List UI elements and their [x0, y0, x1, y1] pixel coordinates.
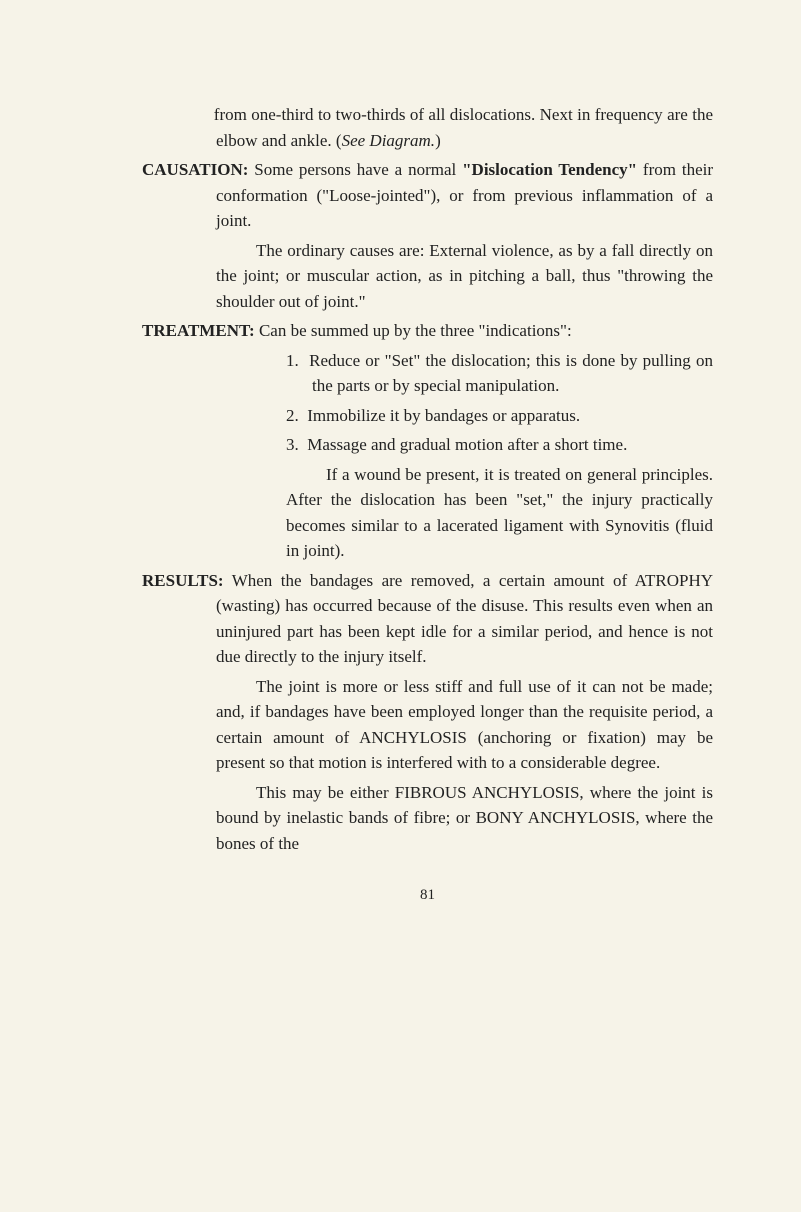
list-num-2: 2. — [286, 406, 299, 425]
list-item-3: 3. Massage and gradual motion after a sh… — [142, 432, 713, 458]
results-p2-text: The joint is more or less stiff and full… — [216, 677, 713, 773]
paragraph-results-3: This may be either FIBROUS ANCHYLOSIS, w… — [142, 780, 713, 857]
paragraph-results: RESULTS: When the bandages are removed, … — [142, 568, 713, 670]
paragraph-intro: CAUSATIfrom one-third to two-thirds of a… — [142, 102, 713, 153]
intro-text-1: from one-third to two-thirds of all disl… — [214, 105, 713, 150]
treatment-text: Can be summed up by the three "indicatio… — [255, 321, 572, 340]
paragraph-causation: CAUSATION: Some persons have a normal "D… — [142, 157, 713, 234]
paragraph-causation-2: The ordinary causes are: External violen… — [142, 238, 713, 315]
results-text: When the bandages are removed, a certain… — [216, 571, 713, 667]
causation-heading: CAUSATION: — [142, 160, 248, 179]
intro-text-close: ) — [435, 131, 441, 150]
page-number: 81 — [142, 884, 713, 907]
paragraph-results-2: The joint is more or less stiff and full… — [142, 674, 713, 776]
results-p3-text: This may be either FIBROUS ANCHYLOSIS, w… — [216, 783, 713, 853]
causation-p2-text: The ordinary causes are: External violen… — [216, 241, 713, 311]
causation-text-1: Some persons have a normal — [248, 160, 462, 179]
intro-italic: See Diagram. — [342, 131, 435, 150]
list-text-3: Massage and gradual motion after a short… — [307, 435, 627, 454]
treatment-p2-text: If a wound be present, it is treated on … — [286, 465, 713, 561]
list-num-3: 3. — [286, 435, 299, 454]
list-text-2: Immobilize it by bandages or apparatus. — [307, 406, 580, 425]
page-number-value: 81 — [420, 887, 435, 903]
list-num-1: 1. — [286, 351, 299, 370]
list-item-1: 1. Reduce or "Set" the dislocation; this… — [142, 348, 713, 399]
paragraph-treatment: TREATMENT: Can be summed up by the three… — [142, 318, 713, 344]
list-item-2: 2. Immobilize it by bandages or apparatu… — [142, 403, 713, 429]
paragraph-treatment-2: If a wound be present, it is treated on … — [142, 462, 713, 564]
list-text-1: Reduce or "Set" the dislocation; this is… — [309, 351, 713, 396]
treatment-heading: TREATMENT: — [142, 321, 255, 340]
results-heading: RESULTS: — [142, 571, 224, 590]
causation-bold-1: "Dislocation Tendency" — [462, 160, 637, 179]
